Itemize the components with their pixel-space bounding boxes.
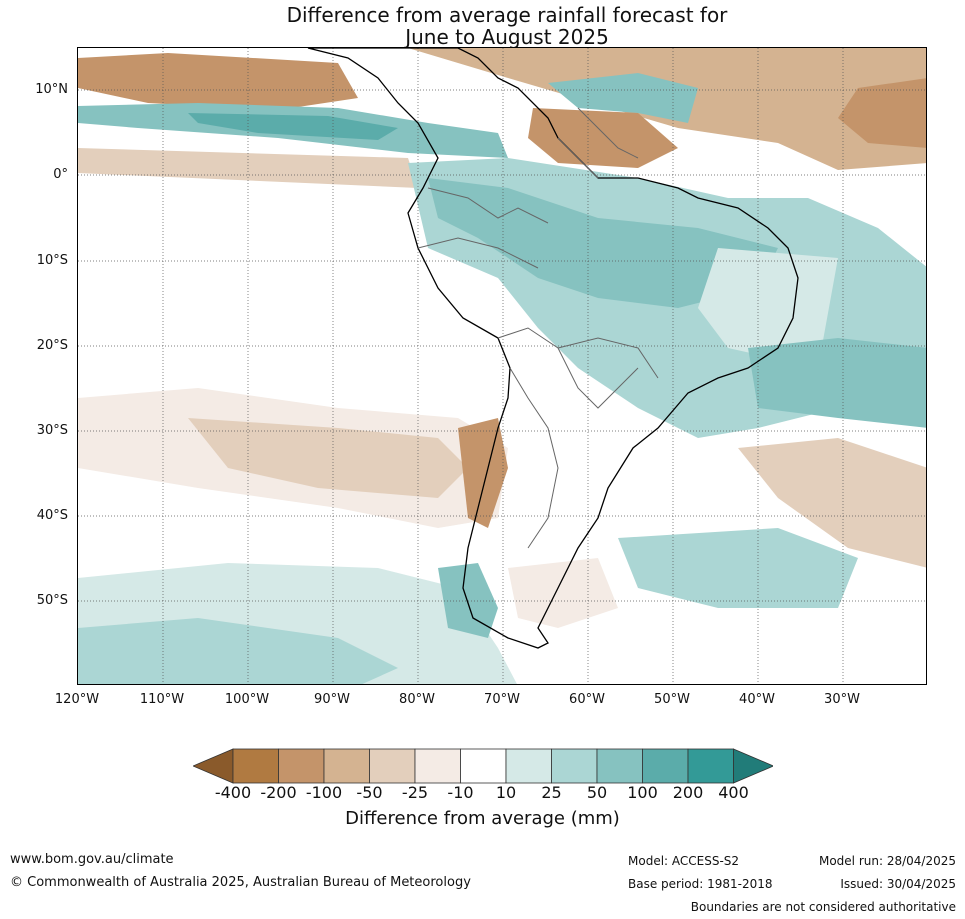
colorbar-swatch: [551, 748, 598, 784]
anomaly-region-atlantic-dry: [738, 438, 926, 568]
lon-label-80w: 80°W: [399, 692, 435, 707]
colorbar-tick-label: -25: [401, 783, 429, 802]
colorbar-arrow-right: [733, 748, 775, 784]
anomaly-region-north-dry-east: [838, 78, 926, 148]
anomaly-region-amazon-wet-strong: [428, 178, 778, 308]
colorbar-swatch: [369, 748, 416, 784]
lon-label-70w: 70°W: [484, 692, 520, 707]
colorbar-swatch: [596, 748, 643, 784]
anomaly-region-pacific-dry-mid: [188, 418, 468, 498]
lon-label-40w: 40°W: [739, 692, 775, 707]
lat-label-50s: 50°S: [36, 593, 68, 608]
anomaly-region-argentina-dry: [508, 558, 618, 628]
colorbar-tick-label: 25: [541, 783, 562, 802]
title-line-1: Difference from average rainfall forecas…: [286, 3, 728, 27]
chart-title: Difference from average rainfall forecas…: [0, 4, 965, 48]
footer-issued: Issued: 30/04/2025: [840, 877, 956, 891]
lat-label-10n: 10°N: [35, 82, 68, 97]
map-svg: [78, 48, 926, 684]
lon-label-90w: 90°W: [314, 692, 350, 707]
anomaly-region-southern-wet-mid: [78, 618, 398, 684]
colorbar-tick-label: -50: [356, 783, 383, 802]
footer-base-period: Base period: 1981-2018: [628, 877, 773, 891]
gridlines: [78, 48, 926, 684]
lat-label-10s: 10°S: [36, 253, 68, 268]
colorbar-tick-label: -100: [305, 783, 343, 802]
anomaly-region-patagonia-wet: [438, 563, 498, 638]
colorbar-title: Difference from average (mm): [345, 808, 620, 829]
colorbar-tick-label: -200: [260, 783, 297, 802]
anomaly-region-north-dry: [78, 48, 926, 170]
colorbar-tick-label: 50: [586, 783, 608, 802]
title-line-2: June to August 2025: [405, 25, 609, 49]
rainfall-anomaly-map: [77, 47, 927, 685]
lat-label-30s: 30°S: [36, 423, 68, 438]
anomaly-region-brazil-light: [698, 248, 838, 368]
lon-label-100w: 100°W: [224, 692, 270, 707]
colorbar-arrow-left: [191, 748, 234, 784]
colorbar-swatch: [414, 748, 461, 784]
colorbar-svg: [191, 748, 775, 784]
lon-label-30w: 30°W: [824, 692, 860, 707]
lat-label-20s: 20°S: [36, 338, 68, 353]
colorbar-tick-label: -400: [214, 783, 252, 802]
footer-url[interactable]: www.bom.gov.au/climate: [10, 852, 174, 867]
colorbar: [191, 748, 775, 784]
lon-label-60w: 60°W: [569, 692, 605, 707]
south-america-coastline: [307, 48, 799, 649]
lon-label-120w: 120°W: [54, 692, 100, 707]
colorbar-swatch: [505, 748, 552, 784]
footer-boundaries-note: Boundaries are not considered authoritat…: [690, 900, 956, 914]
anomaly-region-east-wet: [748, 338, 926, 428]
country-borders: [417, 107, 659, 549]
colorbar-swatch: [232, 748, 279, 784]
anomaly-region-north-dry-strong: [78, 53, 358, 110]
anomaly-region-chile-dry: [458, 418, 508, 528]
anomaly-region-atlantic-wet: [618, 528, 858, 608]
footer-model-run: Model run: 28/04/2025: [818, 854, 956, 868]
colorbar-tick-label: 400: [718, 783, 749, 802]
lon-label-110w: 110°W: [139, 692, 185, 707]
anomaly-region-caribbean-wet: [548, 73, 698, 123]
colorbar-swatch: [323, 748, 370, 784]
footer-model: Model: ACCESS-S2: [628, 854, 740, 868]
colorbar-swatch: [642, 748, 689, 784]
lon-label-50w: 50°W: [654, 692, 690, 707]
lat-label-0: 0°: [53, 167, 68, 182]
anomaly-region-ne-dry: [528, 108, 678, 168]
colorbar-tick-label: 10: [495, 783, 517, 802]
anomaly-region-wet-itcz-strong: [188, 113, 398, 140]
colorbar-swatch: [687, 748, 734, 784]
lat-label-40s: 40°S: [36, 508, 68, 523]
footer-copyright: © Commonwealth of Australia 2025, Austra…: [10, 875, 471, 890]
colorbar-tick-label: 200: [672, 783, 704, 802]
colorbar-tick-label: -10: [447, 783, 474, 802]
colorbar-swatch: [278, 748, 325, 784]
colorbar-swatch: [460, 748, 507, 784]
colorbar-tick-label: 100: [627, 783, 658, 802]
